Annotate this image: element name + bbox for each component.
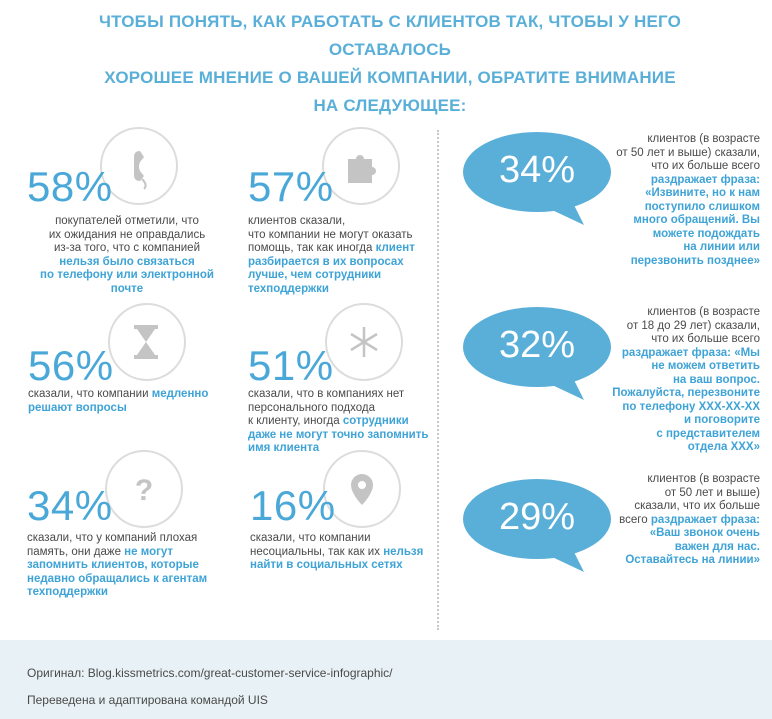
svg-text:?: ?	[135, 474, 153, 507]
phone-icon	[100, 127, 178, 205]
puzzle-icon	[322, 127, 400, 205]
footer: Оригинал: Blog.kissmetrics.com/great-cus…	[0, 640, 772, 719]
title-line-1: ЧТОБЫ ПОНЯТЬ, КАК РАБОТАТЬ С КЛИЕНТОВ ТА…	[98, 12, 682, 59]
snowflake-icon	[325, 303, 403, 381]
bubble-quote-29: клиентов (в возрасте от 50 лет и выше) с…	[619, 473, 760, 566]
stat-percent: 58%	[27, 163, 113, 210]
bubble-percent: 32%	[498, 324, 576, 366]
bubble-percent: 29%	[498, 496, 576, 538]
page-title: ЧТОБЫ ПОНЯТЬ, КАК РАБОТАТЬ С КЛИЕНТОВ ТА…	[40, 8, 740, 120]
location-pin-icon	[323, 450, 401, 528]
stat-description: сказали, что компании несоциальны, так к…	[250, 532, 424, 571]
hourglass-icon	[108, 303, 186, 381]
speech-bubble-34: 34%	[462, 131, 612, 227]
stat-percent: 16%	[250, 482, 336, 529]
stat-description: клиентов сказали, что компании не могут …	[248, 215, 415, 295]
source-link[interactable]: Оригинал: Blog.kissmetrics.com/great-cus…	[27, 666, 393, 680]
stat-percent: 57%	[248, 163, 334, 210]
stat-percent: 56%	[28, 342, 114, 389]
credit-text: Переведена и адаптирована командой UIS	[27, 693, 268, 707]
stat-percent: 51%	[248, 342, 334, 389]
bubble-percent: 34%	[498, 149, 576, 191]
column-divider	[437, 130, 439, 630]
speech-bubble-32: 32%	[462, 306, 612, 402]
bubble-quote-32: клиентов (в возрасте от 18 до 29 лет) ск…	[612, 306, 760, 453]
stat-description: сказали, что в компаниях нет персонально…	[248, 388, 429, 454]
stat-percent: 34%	[27, 482, 113, 529]
stat-description: сказали, что компании медленно решают во…	[28, 388, 209, 414]
speech-bubble-29: 29%	[462, 478, 612, 574]
stat-description: сказали, что у компаний плохая память, о…	[27, 532, 208, 598]
title-line-3: НА СЛЕДУЮЩЕЕ:	[313, 96, 467, 115]
question-icon: ?	[105, 450, 183, 528]
bubble-quote-34: клиентов (в возрасте от 50 лет и выше) с…	[616, 133, 760, 267]
title-line-2: ХОРОШЕЕ МНЕНИЕ О ВАШЕЙ КОМПАНИИ, ОБРАТИТ…	[104, 68, 676, 87]
stat-description: покупателей отметили, что их ожидания не…	[40, 215, 214, 295]
